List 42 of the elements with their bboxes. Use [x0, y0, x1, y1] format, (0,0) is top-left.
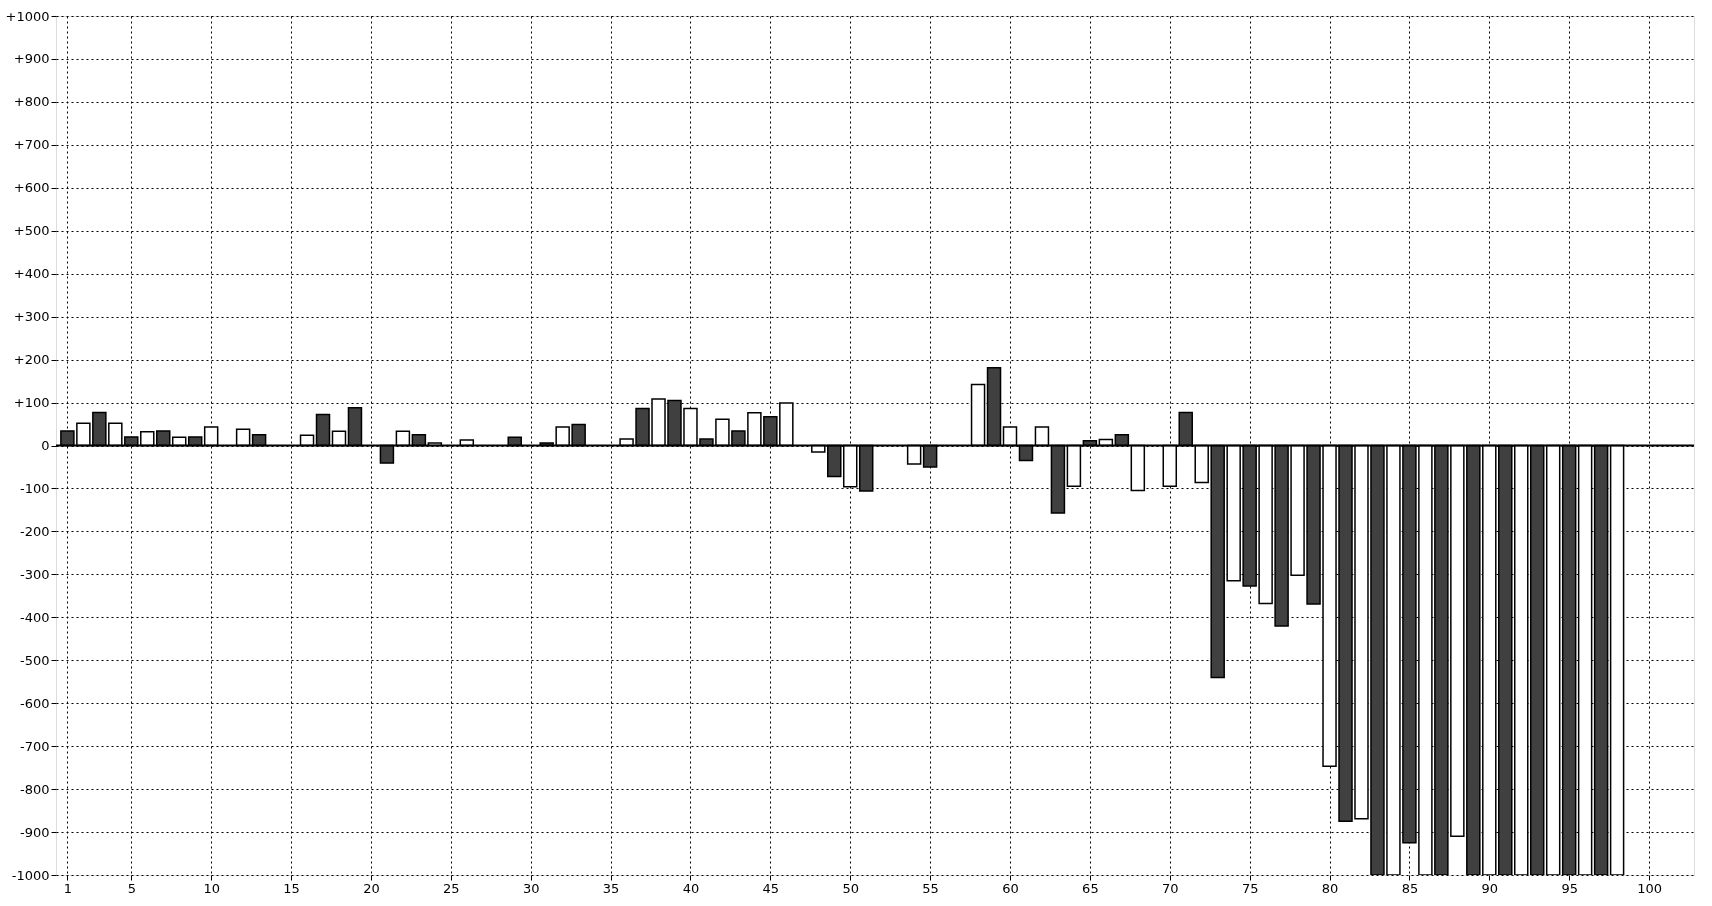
y-tick-label: 0: [41, 438, 50, 453]
x-tick-label: 60: [1002, 880, 1019, 896]
x-tick-label: 75: [1241, 880, 1259, 896]
x-tick-label: 85: [1401, 880, 1419, 896]
x-tick-label: 80: [1321, 880, 1339, 896]
y-tick-label: +300: [13, 309, 50, 325]
y-tick-label: -400: [19, 609, 50, 625]
x-tick-label: 30: [522, 880, 540, 896]
x-tick-label: 100: [1637, 880, 1662, 896]
y-tick-label: +500: [13, 223, 50, 239]
x-tick-label: 45: [762, 880, 780, 896]
x-tick-label: 20: [363, 880, 380, 896]
y-tick-label: +100: [13, 395, 50, 411]
y-tick-label: -1000: [11, 867, 50, 883]
x-tick-label: 55: [922, 880, 939, 896]
y-tick-label: -100: [19, 480, 50, 496]
y-tick-label: +1000: [5, 8, 50, 24]
y-tick-label: -700: [19, 738, 50, 754]
x-tick-label: 35: [602, 880, 620, 896]
y-tick-label: -600: [19, 695, 50, 711]
x-tick-label: 90: [1481, 880, 1499, 896]
y-tick-label: +200: [13, 352, 50, 368]
y-tick-label: +400: [13, 266, 50, 282]
x-tick-label: 1: [63, 880, 73, 896]
x-tick-label: 15: [283, 880, 300, 896]
x-tick-label: 65: [1082, 880, 1099, 896]
y-tick-label: +600: [13, 180, 50, 196]
y-tick-label: +900: [13, 51, 50, 67]
x-tick-label: 50: [842, 880, 860, 896]
y-tick-label: +700: [13, 137, 50, 153]
x-tick-label: 10: [203, 880, 220, 896]
x-tick-label: 70: [1161, 880, 1179, 896]
x-tick-label: 95: [1561, 880, 1578, 896]
y-tick-label: -200: [19, 523, 50, 539]
y-tick-label: -800: [19, 781, 50, 797]
y-tick-label: +800: [13, 94, 50, 110]
y-tick-label: -300: [19, 566, 50, 582]
x-tick-label: 5: [127, 880, 136, 896]
x-tick-label: 25: [443, 880, 460, 896]
y-tick-label: -500: [19, 652, 50, 668]
y-tick-label: -900: [19, 824, 50, 840]
x-tick-label: 40: [682, 880, 700, 896]
